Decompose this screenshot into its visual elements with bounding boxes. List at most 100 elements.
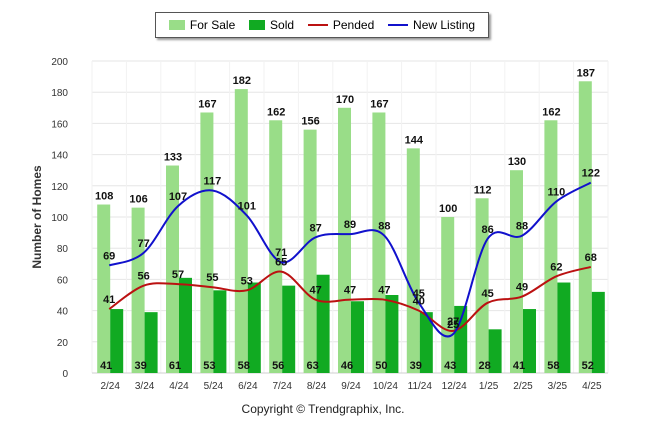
data-label-sold: 58 [547,360,559,372]
bar-sold [282,285,296,373]
data-label-sold: 46 [341,360,353,372]
data-label-new-listing: 69 [103,250,115,262]
x-tick-label: 8/24 [307,381,327,392]
y-tick-label: 120 [51,182,68,193]
y-tick-label: 60 [57,275,69,286]
legend-label-new-listing: New Listing [413,18,476,32]
data-label-for-sale: 167 [370,98,388,110]
bar-sold [591,291,605,373]
data-label-sold: 43 [444,360,456,372]
data-label-new-listing: 89 [344,219,356,231]
data-label-for-sale: 100 [439,203,457,215]
data-label-for-sale: 144 [405,134,424,146]
data-label-for-sale: 182 [233,75,251,87]
x-tick-label: 1/25 [479,381,499,392]
data-label-pended: 55 [206,272,218,284]
data-label-sold: 39 [134,360,146,372]
legend-swatch-pended [307,24,328,26]
y-tick-label: 160 [51,119,68,130]
data-label-new-listing: 77 [137,238,149,250]
data-label-new-listing: 122 [582,168,600,180]
legend-swatch-for-sale [168,20,185,30]
bar-for-sale [131,207,145,373]
bar-for-sale [372,112,386,373]
bar-for-sale [234,89,248,373]
x-tick-label: 11/24 [408,381,433,392]
data-label-pended: 47 [378,285,390,297]
data-label-for-sale: 170 [336,94,354,106]
bar-sold [316,274,330,373]
data-label-for-sale: 108 [95,191,113,203]
legend-item-pended: Pended [307,18,375,32]
bar-sold [110,309,124,373]
y-tick-label: 100 [51,213,68,224]
line-new-listing [108,181,592,338]
data-label-pended: 57 [172,269,184,281]
bar-for-sale [406,148,420,373]
data-label-pended: 49 [516,282,528,294]
bar-for-sale [97,204,111,373]
data-label-for-sale: 162 [267,106,285,118]
x-tick-label: 7/24 [272,381,292,392]
x-tick-label: 3/24 [135,381,155,392]
y-tick-label: 40 [57,307,69,318]
legend-label-for-sale: For Sale [189,18,236,32]
data-label-pended: 45 [481,288,493,300]
data-label-sold: 52 [582,360,594,372]
data-label-new-listing: 117 [204,175,222,187]
line-pended [108,265,592,332]
data-label-pended: 62 [550,261,562,273]
data-label-new-listing: 45 [413,288,425,300]
data-label-for-sale: 106 [129,194,147,206]
bar-sold [385,295,399,373]
data-label-pended: 47 [309,285,321,297]
data-label-sold: 53 [203,360,215,372]
x-tick-label: 4/24 [169,381,189,392]
bar-sold [419,312,433,373]
data-label-for-sale: 167 [198,98,216,110]
legend-swatch-new-listing [388,24,409,26]
data-label-new-listing: 86 [481,224,493,236]
legend: For Sale Sold Pended New Listing [155,12,489,38]
data-label-pended: 47 [344,285,356,297]
bar-for-sale [200,112,214,373]
bar-sold [351,301,364,373]
bar-for-sale [338,107,351,374]
data-label-sold: 61 [169,360,181,372]
bar-sold [523,309,536,373]
y-axis-label: Number of Homes [30,165,44,269]
legend-label-pended: Pended [332,18,375,32]
data-label-sold: 41 [513,360,525,372]
x-tick-label: 12/24 [442,381,467,392]
legend-swatch-sold [249,20,266,30]
bar-for-sale [544,120,558,373]
x-tick-label: 6/24 [238,381,258,392]
data-label-new-listing: 71 [275,247,287,259]
bar-for-sale [303,129,317,373]
data-label-new-listing: 87 [309,222,321,234]
data-label-sold: 63 [306,360,318,372]
x-tick-label: 2/25 [513,381,533,392]
y-tick-label: 200 [51,57,68,68]
x-tick-label: 4/25 [582,381,602,392]
data-label-new-listing: 107 [169,191,187,203]
data-label-for-sale: 162 [542,106,560,118]
y-tick-label: 180 [51,88,68,99]
data-label-pended: 68 [585,252,597,264]
bar-sold [213,290,227,373]
bar-for-sale [578,81,592,373]
data-label-for-sale: 133 [164,152,182,164]
data-label-sold: 50 [375,360,387,372]
bar-sold [557,282,571,373]
data-label-for-sale: 112 [474,184,492,196]
y-tick-label: 140 [51,151,68,162]
data-label-pended: 41 [103,294,115,306]
data-label-sold: 28 [478,360,490,372]
legend-label-sold: Sold [270,18,295,32]
data-label-new-listing: 88 [516,221,528,233]
bar-sold [454,305,468,373]
data-label-pended: 53 [241,275,253,287]
data-label-for-sale: 130 [508,156,526,168]
